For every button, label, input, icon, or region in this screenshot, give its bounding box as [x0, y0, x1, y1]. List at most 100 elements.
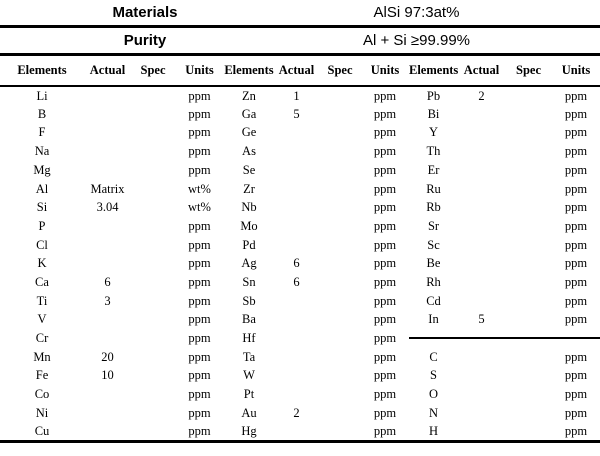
cell-element: Pd	[242, 237, 256, 252]
column-header-elements: Elements	[224, 56, 274, 87]
column-header-elements: Elements	[0, 56, 84, 87]
cell-units: ppm	[564, 106, 588, 121]
cell-units: ppm	[373, 331, 397, 346]
cell-spec	[505, 105, 552, 124]
cell-spec	[131, 142, 175, 161]
cell-actual	[458, 179, 505, 198]
cell-actual	[458, 366, 505, 385]
cell-actual	[458, 105, 505, 124]
cell-actual	[274, 217, 319, 236]
cell-spec	[131, 161, 175, 180]
cell-element: Sb	[242, 293, 256, 308]
table-row: Cl ppm Pd ppm Sc ppm	[0, 236, 600, 255]
cell-actual: 20	[101, 349, 114, 364]
cell-units: ppm	[188, 218, 211, 233]
cell-element: Er	[427, 162, 440, 177]
cell-spec	[505, 385, 552, 404]
cell-element: P	[38, 218, 46, 233]
cell-actual: 2	[478, 88, 485, 103]
cell-spec	[319, 404, 361, 423]
cell-actual	[84, 254, 131, 273]
cell-spec	[319, 86, 361, 105]
cell-element: In	[428, 312, 439, 327]
cell-spec	[131, 179, 175, 198]
cell-units: ppm	[564, 218, 588, 233]
cell-element: Sc	[427, 237, 440, 252]
cell-actual	[84, 142, 131, 161]
table-row: Li ppm Zn 1 ppm Pb 2 ppm	[0, 86, 600, 105]
cell-actual: 5	[478, 312, 485, 327]
cell-actual	[458, 404, 505, 423]
cell-element: Ga	[241, 106, 257, 121]
cell-actual: 5	[293, 106, 300, 121]
cell-element: Rh	[426, 274, 441, 289]
cell-units: ppm	[564, 405, 588, 420]
cell-spec	[319, 123, 361, 142]
cell-units: ppm	[564, 312, 588, 327]
cell-element: As	[242, 144, 256, 159]
cell-spec	[505, 198, 552, 217]
cell-units: ppm	[188, 106, 211, 121]
table-row: Al Matrix wt% Zr ppm Ru ppm	[0, 179, 600, 198]
cell-element: Ru	[426, 181, 441, 196]
cell-actual	[274, 123, 319, 142]
cell-units: ppm	[564, 125, 588, 140]
cell-spec	[319, 422, 361, 441]
cell-element: Nb	[241, 200, 257, 215]
cell-actual	[458, 254, 505, 273]
cell-units: ppm	[188, 237, 211, 252]
cell-element: Zr	[243, 181, 255, 196]
cell-units: ppm	[373, 405, 397, 420]
cell-spec	[505, 142, 552, 161]
cell-spec	[131, 123, 175, 142]
cell-spec	[131, 385, 175, 404]
cell-actual	[458, 161, 505, 180]
cell-spec	[319, 273, 361, 292]
cell-spec	[505, 310, 552, 329]
cell-spec	[505, 366, 552, 385]
cell-units: ppm	[373, 162, 397, 177]
cell-units: ppm	[564, 88, 588, 103]
cell-actual	[274, 348, 319, 367]
cell-element: Ba	[242, 312, 256, 327]
cell-element: Ge	[241, 125, 257, 140]
cell-element: B	[37, 106, 47, 121]
cell-actual: 2	[293, 405, 300, 420]
table-row: Ca 6 ppm Sn 6 ppm Rh ppm	[0, 273, 600, 292]
column-header-actual: Actual	[274, 56, 319, 87]
column-header-actual: Actual	[84, 56, 131, 87]
cell-units: ppm	[373, 256, 397, 271]
cell-spec	[505, 273, 552, 292]
cell-actual	[274, 142, 319, 161]
cell-element: Fe	[35, 368, 49, 383]
cell-units: ppm	[373, 144, 397, 159]
table-row: Cr ppm Hf ppm	[0, 328, 600, 348]
cell-element: Cu	[34, 423, 50, 438]
cell-spec	[319, 161, 361, 180]
cell-actual	[458, 385, 505, 404]
cell-spec	[131, 329, 175, 348]
cell-spec	[505, 86, 552, 105]
cell-actual	[458, 348, 505, 367]
cell-spec	[505, 179, 552, 198]
cell-units: ppm	[188, 405, 211, 420]
cell-element: Bi	[427, 106, 440, 121]
cell-element: Be	[426, 256, 441, 271]
cell-units: ppm	[188, 349, 211, 364]
table-row: Mg ppm Se ppm Er ppm	[0, 161, 600, 180]
purity-label: Purity	[123, 32, 167, 49]
cell-actual	[458, 198, 505, 217]
cell-spec	[319, 142, 361, 161]
cell-element: Ta	[242, 349, 256, 364]
purity-value: Al + Si ≥99.99%	[362, 32, 471, 49]
cell-spec	[505, 254, 552, 273]
cell-element: Rb	[426, 200, 441, 215]
cell-units: ppm	[564, 368, 588, 383]
cell-units: ppm	[373, 423, 397, 438]
cell-spec	[131, 348, 175, 367]
cell-units: ppm	[373, 106, 397, 121]
